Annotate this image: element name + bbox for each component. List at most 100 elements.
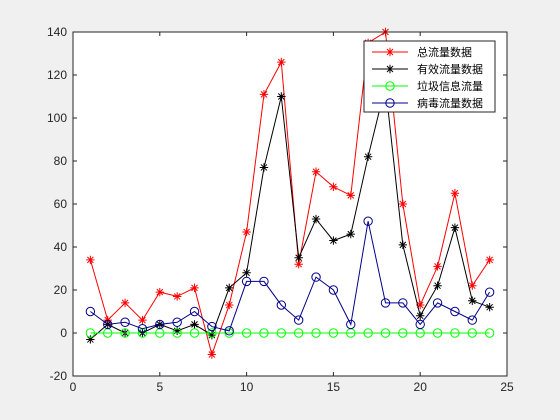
x-tick-label: 20 <box>414 380 428 394</box>
series-2-point <box>294 253 303 262</box>
series-2-point <box>259 163 269 172</box>
series-2-point <box>433 281 442 290</box>
y-tick-label: 60 <box>54 197 68 211</box>
legend-label: 有效流量数据 <box>417 62 483 76</box>
legend-label: 总流量数据 <box>417 45 472 59</box>
y-tick-label: -20 <box>50 369 68 383</box>
series-1 <box>86 27 494 359</box>
series-3-point <box>432 328 443 338</box>
series-3-point <box>450 328 460 338</box>
series-3-point <box>85 328 96 338</box>
series-2-point <box>311 214 321 224</box>
series-3-point <box>328 328 339 338</box>
series-3-point <box>189 328 200 338</box>
series-1-point <box>398 199 408 209</box>
series-3-point <box>484 328 495 338</box>
series-2-point <box>190 320 199 329</box>
y-tick-label: 140 <box>47 25 67 39</box>
y-tick-label: 80 <box>54 154 68 168</box>
series-1-point <box>416 300 425 310</box>
y-tick-label: 0 <box>60 326 67 340</box>
series-2-point <box>329 236 338 245</box>
legend-label: 病毒流量数据 <box>417 96 483 110</box>
series-1-point <box>433 262 442 271</box>
series-3-point <box>311 328 321 338</box>
series-1-point <box>311 167 321 176</box>
x-tick-label: 5 <box>156 380 163 394</box>
series-1-point <box>468 281 477 290</box>
legend-marker <box>385 47 395 57</box>
series-2-point <box>172 326 182 336</box>
series-4-point <box>311 272 321 282</box>
series-2-point <box>225 283 234 293</box>
legend-entry-2: 有效流量数据 <box>372 62 483 76</box>
series-layer <box>85 27 495 359</box>
series-4-point <box>207 321 217 332</box>
series-2-point <box>207 330 217 340</box>
series-3 <box>85 328 495 338</box>
series-1-point <box>329 182 338 191</box>
series-1-point <box>450 189 460 198</box>
y-tick-label: 40 <box>54 240 68 254</box>
series-1-point <box>120 298 130 308</box>
legend-marker <box>385 64 395 74</box>
series-3-point <box>207 328 217 338</box>
series-2-point <box>363 152 373 161</box>
series-4-point <box>415 319 425 330</box>
series-2-point <box>398 240 408 250</box>
series-2-line <box>90 85 490 340</box>
series-3-point <box>241 328 252 338</box>
legend-entry-4: 病毒流量数据 <box>372 96 483 110</box>
series-2-point <box>485 303 494 312</box>
series-3-point <box>276 328 287 338</box>
series-1-point <box>155 287 164 297</box>
series-2-point <box>468 296 477 305</box>
series-2-point <box>346 229 355 239</box>
series-2-point <box>277 92 286 101</box>
x-tick-label: 15 <box>327 380 341 394</box>
x-tick-label: 10 <box>240 380 254 394</box>
series-4-point <box>172 317 182 327</box>
series-4-point <box>398 298 408 308</box>
series-1-point <box>346 191 355 200</box>
series-4-point <box>103 319 113 330</box>
series-4-point <box>432 298 443 308</box>
series-3-point <box>293 328 304 338</box>
series-1-point <box>207 350 217 359</box>
series-4-point <box>346 319 356 330</box>
series-4-point <box>380 298 391 308</box>
series-4-point <box>189 306 200 317</box>
legend-entry-1: 总流量数据 <box>372 45 472 59</box>
series-3-point <box>363 328 373 338</box>
series-1-point <box>172 292 182 301</box>
legend-label: 垃圾信息流量 <box>417 79 483 93</box>
x-tick-label: 25 <box>500 380 514 394</box>
series-1-point <box>242 227 251 237</box>
series-4-point <box>328 285 339 295</box>
series-4-point <box>293 315 304 325</box>
series-4-point <box>484 287 495 297</box>
legend-entry-3: 垃圾信息流量 <box>372 79 483 93</box>
series-4-point <box>241 276 252 287</box>
series-4-point <box>467 315 477 325</box>
series-4-point <box>155 319 165 330</box>
series-3-point <box>380 328 391 338</box>
series-4-point <box>137 324 148 334</box>
series-1-line <box>89 31 491 357</box>
series-1-point <box>485 255 494 265</box>
series-3-point <box>398 328 408 338</box>
series-3-point <box>172 328 182 338</box>
series-1-point <box>277 57 286 67</box>
series-3-point <box>259 328 269 338</box>
series-4-point <box>85 306 96 317</box>
series-4-point <box>276 300 287 310</box>
series-1-point <box>86 255 95 265</box>
series-1-point <box>259 90 269 99</box>
series-3-point <box>467 328 477 338</box>
series-4-point <box>224 326 234 336</box>
legend-box <box>363 40 496 113</box>
